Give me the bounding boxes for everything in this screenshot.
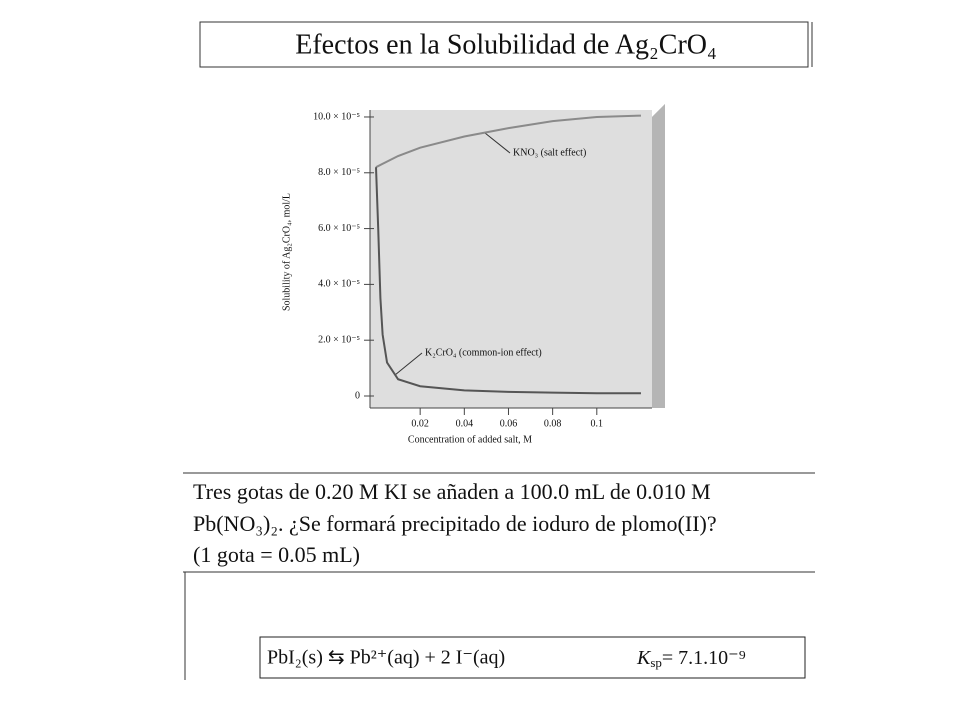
- x-tick-label: 0.06: [500, 418, 518, 429]
- equation-box: [259, 636, 806, 679]
- problem-line: Tres gotas de 0.20 M KI se añaden a 100.…: [193, 479, 711, 504]
- x-axis-label: Concentration of added salt, M: [408, 434, 532, 445]
- y-tick-label: 6.0 × 10⁻⁵: [318, 223, 360, 234]
- y-tick-label: 4.0 × 10⁻⁵: [318, 279, 360, 290]
- series-label: KNO₃ (salt effect): [513, 147, 586, 158]
- slide-title: Efectos en la Solubilidad de Ag₂CrO₄: [295, 29, 717, 60]
- leader-line: [484, 132, 511, 154]
- x-tick-label: 0.08: [544, 418, 562, 429]
- k-symbol: K: [636, 647, 652, 669]
- k-subscript: sp: [650, 655, 662, 670]
- k-value: = 7.1.10⁻⁹: [662, 647, 746, 669]
- plot-wall: [652, 104, 665, 408]
- series-label: K₂CrO₄ (common-ion effect): [425, 347, 542, 358]
- chart: Concentration of added salt, M Solubilit…: [281, 104, 665, 445]
- series-line: [375, 114, 641, 169]
- leader-line: [394, 352, 423, 376]
- y-axis-label: Solubility of Ag₂CrO₄, mol/L: [281, 193, 292, 311]
- problem-line: (1 gota = 0.05 mL): [193, 542, 360, 567]
- problem-line: Pb(NO₃)₂. ¿Se formará precipitado de iod…: [193, 511, 717, 536]
- y-tick-label: 2.0 × 10⁻⁵: [318, 334, 360, 345]
- plot-area: [370, 110, 652, 408]
- y-tick-label: 0: [355, 390, 360, 401]
- y-tick-label: 10.0 × 10⁻⁵: [313, 111, 360, 122]
- series-line: [375, 167, 641, 395]
- x-tick-label: 0.04: [456, 418, 474, 429]
- y-tick-label: 8.0 × 10⁻⁵: [318, 167, 360, 178]
- reaction: PbI₂(s) ⇆ Pb²⁺(aq) + 2 I⁻(aq): [267, 647, 505, 669]
- x-tick-label: 0.02: [411, 418, 429, 429]
- x-tick-label: 0.1: [591, 418, 604, 429]
- title-box: [199, 21, 809, 68]
- ksp: Ksp= 7.1.10⁻⁹: [636, 647, 746, 670]
